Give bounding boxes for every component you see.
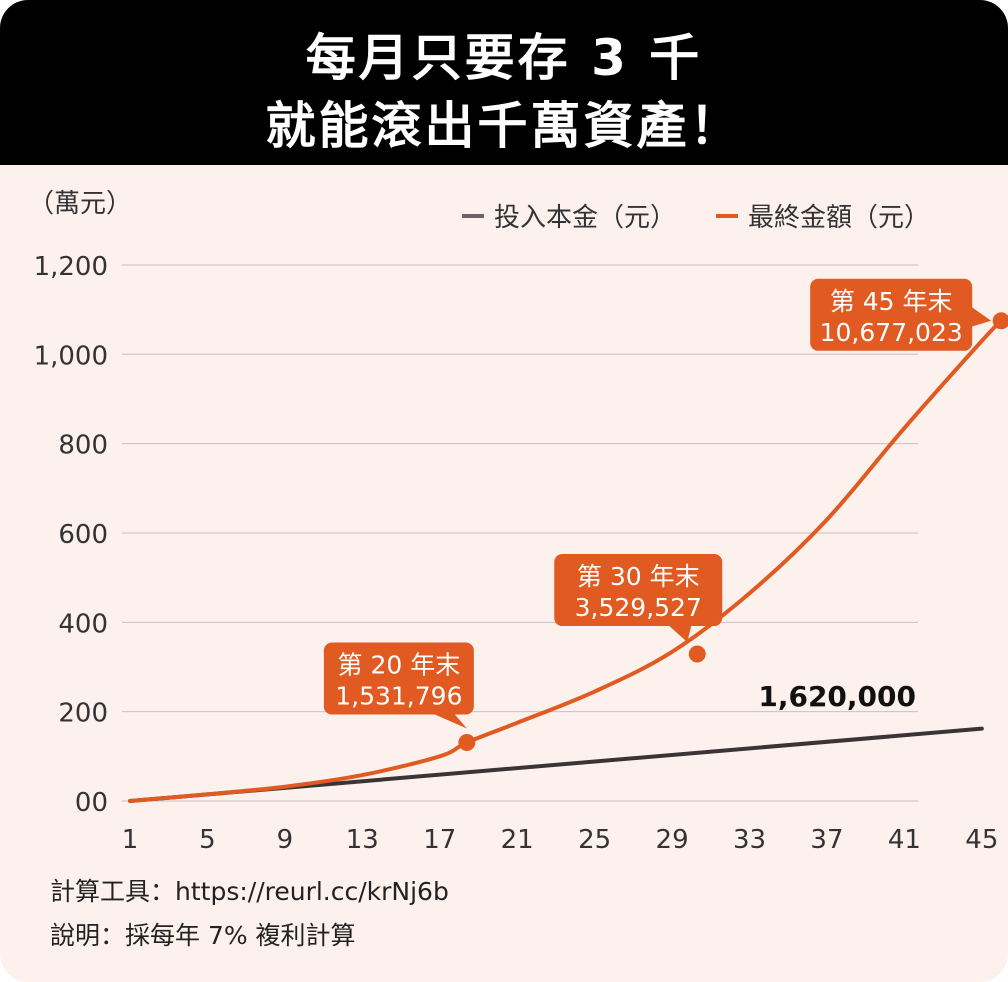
callout-title: 第 30 年末 — [577, 562, 700, 591]
callout-title: 第 20 年末 — [338, 650, 461, 679]
callout-pointer — [434, 714, 467, 729]
x-tick-label: 13 — [346, 825, 379, 855]
y-tick-label: 1,000 — [34, 341, 108, 371]
legend-label-principal: 投入本金（元） — [494, 203, 676, 233]
footer-note: 說明：採每年 7% 複利計算 — [50, 921, 356, 950]
callout-box — [554, 554, 723, 627]
x-tick-label: 5 — [199, 825, 216, 855]
y-axis-label: （萬元） — [28, 189, 132, 219]
x-tick-label: 9 — [277, 825, 294, 855]
x-tick-label: 25 — [578, 825, 611, 855]
legend: 投入本金（元） 最終金額（元） — [462, 203, 930, 233]
callout-box — [810, 278, 973, 351]
y-tick-label: 200 — [58, 699, 108, 729]
x-tick-label: 33 — [733, 825, 766, 855]
callout-pointer — [971, 306, 992, 327]
title-line-2: 就能滾出千萬資產！ — [265, 97, 743, 155]
x-tick-label: 41 — [888, 825, 921, 855]
legend-label-final: 最終金額（元） — [748, 203, 930, 233]
y-tick-label: 00 — [75, 788, 108, 818]
y-tick-label: 1,200 — [34, 252, 108, 282]
y-tick-label: 800 — [58, 431, 108, 461]
x-tick-label: 45 — [965, 825, 998, 855]
footer-tool: 計算工具：https://reurl.cc/krNj6b — [50, 877, 449, 906]
callout-pointer — [669, 626, 692, 643]
callout-box — [323, 642, 474, 715]
callout-value: 10,677,023 — [820, 318, 963, 347]
x-tick-label: 29 — [656, 825, 689, 855]
callout-value: 3,529,527 — [575, 593, 702, 622]
callout-value: 1,531,796 — [335, 681, 462, 710]
series-line-final — [128, 318, 1004, 803]
data-point — [992, 312, 1008, 330]
x-tick-label: 37 — [810, 825, 843, 855]
x-tick-label: 21 — [501, 825, 534, 855]
y-tick-labels: 00 200 400 600 800 1,000 1,200 — [34, 252, 108, 818]
x-tick-label: 1 — [122, 825, 139, 855]
x-tick-labels: 1 5 9 13 17 21 25 29 33 37 41 45 — [122, 825, 999, 855]
title-line-1: 每月只要存 3 千 — [305, 29, 703, 87]
x-tick-label: 17 — [423, 825, 456, 855]
series-lines — [128, 318, 1004, 803]
grid — [122, 264, 918, 802]
y-tick-label: 400 — [58, 609, 108, 639]
data-point — [688, 645, 706, 663]
callout-title: 第 45 年末 — [830, 287, 953, 316]
y-tick-label: 600 — [58, 520, 108, 550]
title-banner: 每月只要存 3 千 就能滾出千萬資產！ — [0, 0, 1008, 165]
data-point — [458, 733, 476, 751]
principal-end-label: 1,620,000 — [758, 680, 916, 713]
